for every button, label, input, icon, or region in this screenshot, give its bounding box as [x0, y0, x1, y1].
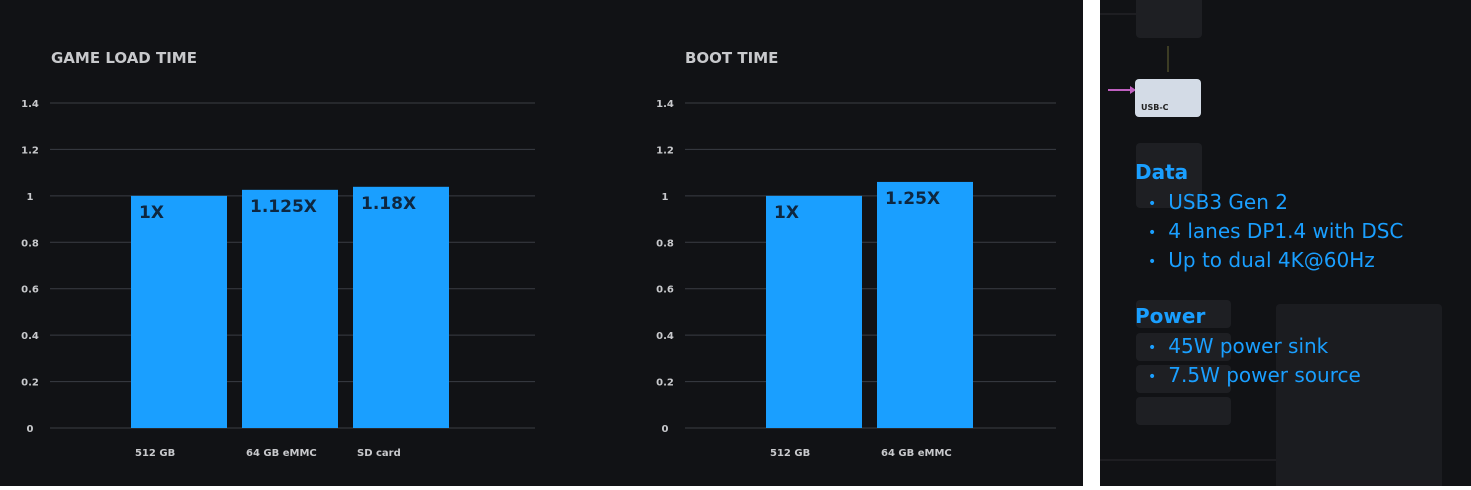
- chart-title: BOOT TIME: [685, 49, 778, 67]
- y-tick-label: 1.2: [656, 145, 674, 156]
- slide-charts: GAME LOAD TIME 0 0.2 0.4 0.6 0.8 1 1.2 1.4 1X 512 …: [0, 0, 1083, 486]
- data-heading: Data: [1135, 160, 1189, 184]
- bar-data-label: 1X: [139, 203, 164, 223]
- bar: [766, 195, 862, 428]
- x-tick-label: SD card: [357, 448, 401, 459]
- y-tick-label: 0.2: [21, 378, 39, 389]
- bar: [877, 181, 973, 428]
- diagram-block: [1136, 397, 1231, 425]
- diagram-block: [1136, 300, 1231, 328]
- data-item: USB3 Gen 2: [1148, 190, 1288, 214]
- data-item: Up to dual 4K@60Hz: [1148, 248, 1375, 272]
- x-tick-label: 64 GB eMMC: [881, 448, 952, 459]
- y-tick-label: 1.2: [21, 145, 39, 156]
- y-tick-label: 0.8: [656, 238, 674, 249]
- usb-c-label: USB-C: [1141, 103, 1169, 112]
- y-tick-label: 1.4: [656, 99, 674, 110]
- charts-svg: GAME LOAD TIME 0 0.2 0.4 0.6 0.8 1 1.2 1.4 1X 512 …: [21, 49, 1056, 459]
- bar-data-label: 1.18X: [361, 194, 416, 214]
- diagram-block: [1136, 0, 1202, 38]
- side-panel: USB-C Data USB3 Gen 2 4 lanes DP1.4 with…: [1100, 0, 1471, 486]
- bar: [353, 186, 449, 428]
- bar: [242, 189, 338, 428]
- chart-title: GAME LOAD TIME: [51, 49, 197, 67]
- arrow-head-icon: [1130, 86, 1136, 94]
- y-tick-label: 1: [662, 192, 669, 203]
- x-tick-label: 512 GB: [135, 448, 175, 459]
- y-tick-label: 1.4: [21, 99, 39, 110]
- data-item: 4 lanes DP1.4 with DSC: [1148, 219, 1403, 243]
- y-tick-label: 0.4: [656, 331, 674, 342]
- y-tick-label: 0.8: [21, 238, 39, 249]
- bar-data-label: 1.125X: [250, 197, 317, 217]
- power-item: 7.5W power source: [1148, 363, 1361, 387]
- x-tick-label: 64 GB eMMC: [246, 448, 317, 459]
- y-tick-label: 0.2: [656, 378, 674, 389]
- usb-c-block: USB-C: [1135, 79, 1201, 117]
- y-tick-label: 1: [27, 192, 34, 203]
- bar-data-label: 1.25X: [885, 189, 940, 209]
- bar-data-label: 1X: [774, 203, 799, 223]
- y-tick-label: 0.6: [21, 285, 39, 296]
- x-tick-label: 512 GB: [770, 448, 810, 459]
- diagram-arrows: [1100, 13, 1276, 461]
- y-tick-label: 0: [27, 424, 34, 435]
- bar: [131, 195, 227, 428]
- power-item: 45W power sink: [1148, 334, 1328, 358]
- power-heading: Power: [1135, 304, 1206, 328]
- y-tick-label: 0: [662, 424, 669, 435]
- y-tick-label: 0.4: [21, 331, 39, 342]
- y-tick-label: 0.6: [656, 285, 674, 296]
